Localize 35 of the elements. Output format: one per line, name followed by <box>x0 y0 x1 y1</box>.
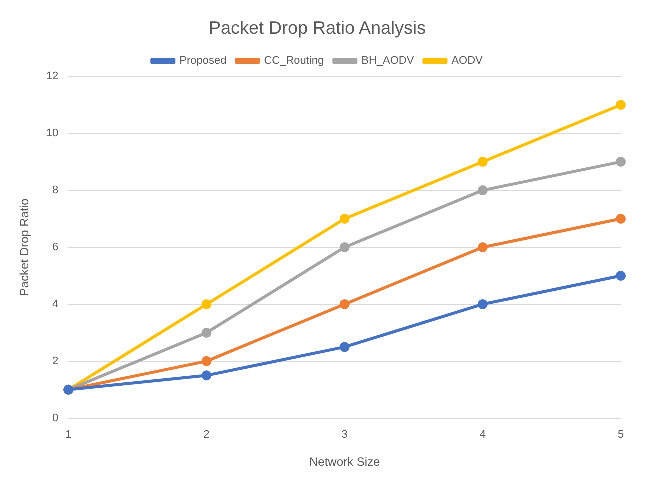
y-tick-label: 12 <box>46 70 59 83</box>
y-tick-label: 0 <box>52 412 59 424</box>
x-axis-title: Network Size <box>309 455 380 470</box>
point <box>616 157 626 168</box>
point <box>478 242 488 252</box>
legend-label: CC_Routing <box>264 55 324 68</box>
point <box>478 157 488 168</box>
point <box>340 342 350 352</box>
y-tick-label: 2 <box>52 355 59 368</box>
legend-label: BH_AODV <box>362 55 415 68</box>
y-tick-label: 10 <box>46 128 59 140</box>
point <box>616 100 626 110</box>
point <box>340 214 350 224</box>
y-tick-label: 4 <box>52 298 59 310</box>
x-tick-label: 2 <box>204 429 210 442</box>
point <box>478 299 488 310</box>
x-tick-label: 4 <box>480 429 486 442</box>
y-tick-label: 8 <box>52 184 59 197</box>
point <box>340 242 350 252</box>
x-tick-label: 5 <box>618 429 624 442</box>
point <box>202 370 212 381</box>
legend-label: Proposed <box>180 55 227 68</box>
x-tick-label: 1 <box>66 429 72 442</box>
point <box>202 356 212 366</box>
y-tick-label: 6 <box>52 242 59 254</box>
point <box>616 270 626 281</box>
x-tick-label: 3 <box>342 429 348 442</box>
point <box>202 299 212 310</box>
chart-title: Packet Drop Ratio Analysis <box>208 18 426 38</box>
point <box>478 186 488 196</box>
legend-label: AODV <box>452 55 484 68</box>
point <box>202 328 212 338</box>
y-axis-title: Packet Drop Ratio <box>18 198 32 296</box>
point <box>340 299 350 310</box>
point <box>616 214 626 224</box>
